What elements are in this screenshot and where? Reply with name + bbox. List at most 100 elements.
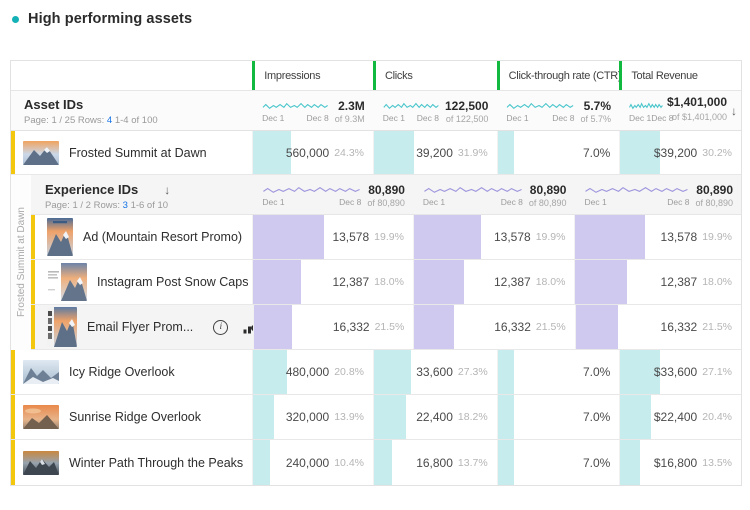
value-bar: [620, 395, 652, 439]
table-row-frosted-summit[interactable]: Frosted Summit at Dawn 560,000 24.3% 39,2…: [11, 131, 741, 175]
impressions-cell: 240,000 10.4%: [252, 440, 373, 485]
experience-section: Frosted Summit at Dawn Experience IDs ↓ P…: [11, 175, 741, 350]
cell-value: 480,000: [285, 365, 330, 379]
ctr-total-of: of 5.7%: [580, 113, 611, 124]
cell-value: 240,000: [285, 455, 330, 470]
cell-percent: 21.5%: [374, 321, 405, 333]
table-row-instagram-post-snow-caps[interactable]: Instagram Post Snow Caps 12,387 18.0% 12,…: [31, 260, 741, 305]
impressions-total: 2.3M: [338, 98, 365, 113]
page-title-text: High performing assets: [28, 11, 193, 27]
date-start-label: Dec 1: [506, 113, 529, 123]
impressions-summary-cell: Dec 1 Dec 8 2.3M of 9.3M: [252, 91, 373, 130]
pagination-rows-count[interactable]: 4: [106, 115, 113, 126]
asset-thumbnail: [23, 360, 59, 384]
clicks-cell: 22,400 18.2%: [373, 395, 497, 439]
cell-value: 16,332: [494, 320, 531, 334]
column-header-ctr[interactable]: Click-through rate (CTR): [496, 61, 620, 90]
date-start-label: Dec 1: [262, 197, 285, 207]
value-bar: [575, 215, 646, 259]
cell-value: 7.0%: [582, 365, 611, 379]
cell-percent: 18.0%: [535, 276, 566, 288]
value-bar: [497, 395, 514, 439]
pagination-range: 1-6 of 10: [130, 200, 169, 211]
table-row-icy-ridge-overlook[interactable]: Icy Ridge Overlook 480,000 20.8% 33,600 27…: [11, 350, 741, 395]
high-performing-assets-table: Impressions Clicks Click-through rate (C…: [10, 60, 742, 486]
sort-descending-icon[interactable]: ↓: [164, 182, 171, 197]
cell-percent: 27.3%: [457, 366, 488, 378]
cell-percent: 19.9%: [535, 231, 566, 243]
value-bar: [253, 395, 275, 439]
experience-name-cell: Ad (Mountain Resort Promo): [31, 215, 252, 259]
experience-thumbnail: [47, 218, 73, 256]
parent-asset-rail-label: Frosted Summit at Dawn: [15, 207, 27, 318]
cell-value: 7.0%: [582, 410, 611, 424]
asset-ids-pagination[interactable]: Page: 1 / 25 Rows: 4 1-4 of 100: [24, 115, 252, 126]
value-bar: [413, 215, 481, 259]
date-end-label: Dec 8: [667, 197, 690, 207]
value-bar: [374, 440, 392, 485]
experience-thumbnail: [47, 307, 77, 347]
pagination-rows-count[interactable]: 3: [122, 200, 128, 211]
revenue-total: $1,401,000: [666, 95, 727, 109]
cell-percent: 20.4%: [702, 411, 733, 423]
cell-value: 320,000: [285, 410, 330, 424]
cell-value: 13,578: [332, 230, 370, 244]
date-start-label: Dec 1: [262, 113, 285, 123]
cell-value: 16,332: [332, 320, 370, 334]
value-bar: [253, 260, 302, 304]
cell-percent: 18.2%: [457, 411, 488, 423]
asset-thumbnail: [23, 450, 59, 475]
ctr-cell: 7.0%: [496, 440, 620, 485]
column-header-total-revenue[interactable]: Total Revenue: [619, 61, 741, 90]
revenue-total-of: of $1,401,000: [671, 112, 727, 122]
revenue-cell: $22,400 20.4%: [619, 395, 741, 439]
table-row-ad-mountain-resort-promo[interactable]: Ad (Mountain Resort Promo) 13,578 19.9% 1…: [31, 215, 741, 260]
impressions-cell: 480,000 20.8%: [252, 350, 373, 394]
experience-ids-pagination[interactable]: Page: 1 / 2 Rows: 3 1-6 of 10: [45, 200, 252, 211]
date-end-label: Dec 8: [306, 113, 329, 123]
asset-name-cell: Icy Ridge Overlook: [11, 350, 252, 394]
revenue-sparkline-block: Dec 1 Dec 8: [629, 99, 673, 123]
column-label: Click-through rate (CTR): [508, 69, 620, 82]
asset-name: Icy Ridge Overlook: [69, 365, 175, 379]
experience-total-of: of 80,890: [695, 197, 733, 208]
revenue-cell: $39,200 30.2%: [619, 131, 741, 174]
table-row-sunrise-ridge-overlook[interactable]: Sunrise Ridge Overlook 320,000 13.9% 22,4…: [11, 395, 741, 440]
value-bar: [414, 305, 455, 349]
sort-descending-icon[interactable]: ↓: [731, 104, 737, 118]
pagination-label: Page: 1 / 2 Rows:: [45, 200, 120, 211]
cell-percent: 24.3%: [334, 146, 364, 159]
metric-column-header-row: Impressions Clicks Click-through rate (C…: [11, 61, 741, 91]
experience-total: 80,890: [529, 182, 567, 197]
cell-percent: 18.0%: [374, 276, 404, 288]
column-header-impressions[interactable]: Impressions: [252, 61, 373, 90]
experience-summary-cell-2: Dec 1 Dec 8 80,890 of 80,890: [413, 175, 575, 214]
column-header-clicks[interactable]: Clicks: [372, 61, 497, 90]
cell-percent: 21.5%: [702, 321, 732, 333]
value-bar: [620, 350, 661, 394]
clicks-sparkline-icon: [383, 99, 439, 112]
experience-name-cell: Email Flyer Prom... i ✕: [31, 305, 282, 349]
experience-summary-cell-1: Dec 1 Dec 8 80,890 of 80,890: [252, 175, 413, 214]
info-icon[interactable]: i: [213, 319, 229, 335]
value-bar: [413, 260, 464, 304]
date-end-label: Dec 8: [416, 113, 439, 123]
cell-percent: 10.4%: [334, 456, 364, 469]
experience-total: 80,890: [696, 182, 733, 197]
cell-value: 33,600: [416, 365, 453, 379]
cell-value: $16,800: [653, 455, 698, 470]
clicks-cell: 16,800 13.7%: [373, 440, 497, 485]
value-bar: [575, 260, 628, 304]
experience-sparkline-icon: [584, 183, 689, 196]
impressions-sparkline-icon: [262, 99, 329, 112]
impressions-total-of: of 9.3M: [334, 113, 365, 124]
revenue-cell: $33,600 27.1%: [619, 350, 741, 394]
parent-asset-rail: Frosted Summit at Dawn: [11, 175, 31, 350]
cell-value: 13,578: [660, 230, 698, 244]
asset-name-cell: Sunrise Ridge Overlook: [11, 395, 252, 439]
cell-value: 12,387: [660, 275, 698, 289]
table-row-email-flyer-promo[interactable]: Email Flyer Prom... i ✕ 16,332 21.5% 16,3…: [31, 305, 741, 350]
table-row-winter-path-through-the-peaks[interactable]: Winter Path Through the Peaks 240,000 10.…: [11, 440, 741, 485]
metric-cell-1: 16,332 21.5%: [253, 305, 413, 349]
value-bar: [253, 215, 325, 259]
